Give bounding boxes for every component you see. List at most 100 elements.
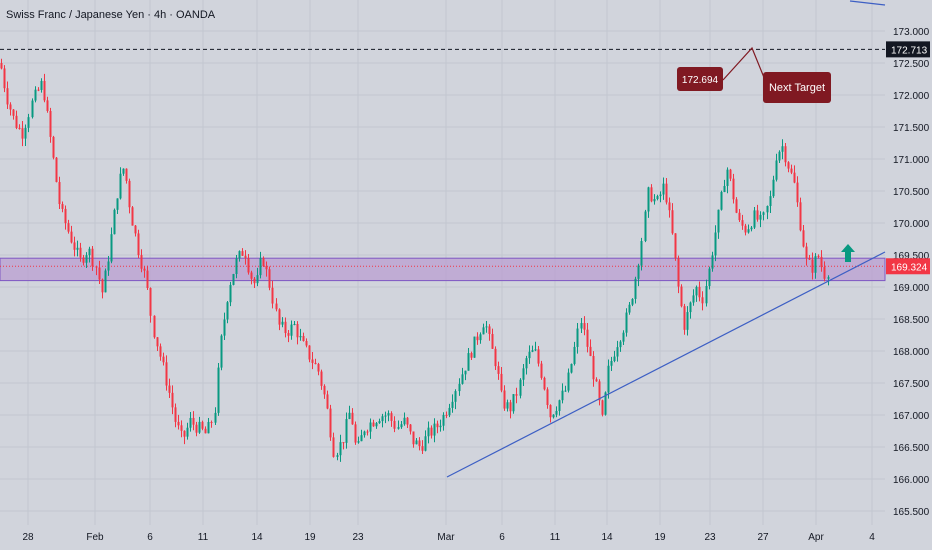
candle-body[interactable]	[817, 256, 820, 258]
candle-body[interactable]	[567, 372, 570, 391]
candle-body[interactable]	[640, 241, 643, 266]
candle-body[interactable]	[503, 390, 506, 409]
candle-body[interactable]	[784, 146, 787, 163]
candle-body[interactable]	[680, 286, 683, 307]
candle-body[interactable]	[692, 295, 695, 303]
candles[interactable]	[0, 58, 830, 462]
candle-body[interactable]	[714, 232, 717, 256]
candle-body[interactable]	[650, 187, 653, 202]
candle-body[interactable]	[674, 233, 677, 259]
candle-body[interactable]	[268, 269, 271, 288]
candle-body[interactable]	[519, 379, 522, 396]
candle-body[interactable]	[332, 437, 335, 457]
candle-body[interactable]	[393, 420, 396, 429]
candle-body[interactable]	[433, 423, 436, 436]
candle-body[interactable]	[827, 277, 830, 279]
candle-body[interactable]	[766, 205, 769, 213]
candle-body[interactable]	[146, 270, 149, 288]
candle-body[interactable]	[140, 255, 143, 269]
candle-body[interactable]	[793, 172, 796, 183]
upper-trendline-fragment[interactable]	[849, 0, 886, 6]
candle-body[interactable]	[546, 389, 549, 406]
candle-body[interactable]	[162, 356, 165, 363]
candle-body[interactable]	[586, 329, 589, 347]
candle-body[interactable]	[198, 421, 201, 433]
candle-body[interactable]	[634, 278, 637, 299]
next-target-callout-box[interactable]	[763, 72, 831, 103]
candle-body[interactable]	[15, 115, 18, 128]
candle-body[interactable]	[189, 417, 192, 428]
candle-body[interactable]	[448, 407, 451, 416]
candle-body[interactable]	[229, 284, 232, 303]
candle-body[interactable]	[101, 279, 104, 293]
candle-body[interactable]	[348, 412, 351, 420]
candle-body[interactable]	[668, 202, 671, 211]
candle-body[interactable]	[61, 204, 64, 209]
candle-body[interactable]	[473, 336, 476, 358]
candle-body[interactable]	[302, 335, 305, 341]
candle-body[interactable]	[357, 441, 360, 443]
candle-body[interactable]	[70, 231, 73, 243]
candle-body[interactable]	[787, 162, 790, 169]
candle-body[interactable]	[226, 302, 229, 320]
candle-body[interactable]	[113, 209, 116, 235]
candle-body[interactable]	[360, 435, 363, 442]
candle-body[interactable]	[720, 191, 723, 210]
candle-body[interactable]	[287, 333, 290, 336]
candle-body[interactable]	[552, 414, 555, 418]
candle-body[interactable]	[250, 272, 253, 279]
candle-body[interactable]	[339, 442, 342, 456]
candle-body[interactable]	[701, 297, 704, 304]
candle-body[interactable]	[262, 258, 265, 267]
candle-body[interactable]	[49, 110, 52, 137]
candle-body[interactable]	[320, 371, 323, 386]
candle-body[interactable]	[95, 266, 98, 268]
candle-body[interactable]	[555, 410, 558, 415]
candle-body[interactable]	[427, 427, 430, 437]
candle-body[interactable]	[171, 392, 174, 408]
candle-body[interactable]	[592, 356, 595, 380]
candle-body[interactable]	[18, 127, 21, 129]
candle-body[interactable]	[811, 259, 814, 273]
candle-body[interactable]	[9, 104, 12, 110]
candle-body[interactable]	[217, 367, 220, 413]
candle-body[interactable]	[369, 422, 372, 432]
candle-body[interactable]	[232, 274, 235, 285]
candle-body[interactable]	[305, 340, 308, 346]
candle-body[interactable]	[659, 194, 662, 197]
candle-body[interactable]	[461, 374, 464, 384]
candle-body[interactable]	[494, 348, 497, 367]
candle-body[interactable]	[6, 88, 9, 105]
candle-body[interactable]	[717, 209, 720, 233]
candle-body[interactable]	[762, 212, 765, 215]
candle-body[interactable]	[537, 349, 540, 364]
candle-body[interactable]	[711, 255, 714, 269]
candle-body[interactable]	[564, 390, 567, 392]
candle-body[interactable]	[67, 223, 70, 232]
candle-body[interactable]	[159, 346, 162, 357]
candle-body[interactable]	[400, 424, 403, 428]
candle-body[interactable]	[558, 400, 561, 411]
candle-body[interactable]	[73, 242, 76, 250]
candle-body[interactable]	[366, 431, 369, 433]
candle-body[interactable]	[397, 427, 400, 429]
candle-body[interactable]	[500, 373, 503, 391]
candle-body[interactable]	[293, 324, 296, 326]
candle-body[interactable]	[531, 350, 534, 352]
candle-body[interactable]	[436, 423, 439, 428]
candle-body[interactable]	[515, 394, 518, 396]
candle-body[interactable]	[726, 169, 729, 186]
candle-body[interactable]	[323, 385, 326, 395]
candle-body[interactable]	[570, 363, 573, 373]
candle-body[interactable]	[625, 312, 628, 333]
candle-body[interactable]	[653, 199, 656, 202]
candle-body[interactable]	[781, 146, 784, 152]
candle-body[interactable]	[107, 261, 110, 271]
candle-body[interactable]	[0, 63, 3, 69]
candle-body[interactable]	[241, 251, 244, 256]
candle-body[interactable]	[705, 286, 708, 304]
candle-body[interactable]	[522, 368, 525, 380]
candle-body[interactable]	[387, 413, 390, 416]
